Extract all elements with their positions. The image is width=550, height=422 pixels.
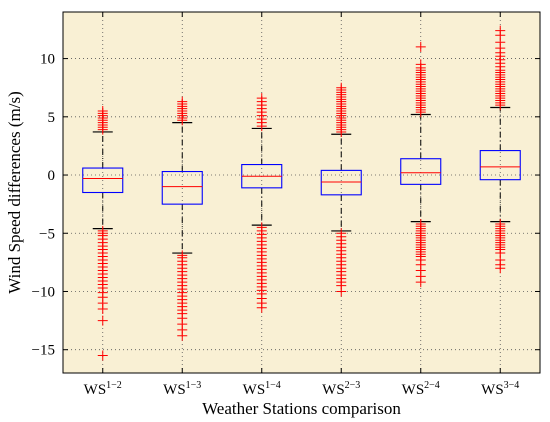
- outlier-marker: [256, 93, 267, 104]
- x-axis-label: Weather Stations comparison: [202, 399, 401, 418]
- x-tick-label: WS1−3: [163, 380, 201, 398]
- y-axis-label: Wind Speed differences (m/s): [5, 91, 24, 293]
- y-tick-label: 0: [48, 168, 56, 184]
- y-tick-label: 5: [48, 110, 56, 126]
- box-group: [400, 41, 442, 288]
- outlier-marker: [97, 315, 108, 326]
- plot-area: [63, 12, 540, 373]
- box-group: [241, 93, 283, 313]
- outlier-marker: [336, 286, 347, 297]
- outlier-marker: [177, 96, 188, 107]
- outlier-marker: [415, 59, 426, 70]
- outlier-marker: [415, 277, 426, 288]
- outlier-marker: [336, 82, 347, 93]
- outlier-marker: [97, 105, 108, 116]
- box-group: [82, 105, 124, 361]
- box-group: [161, 96, 203, 341]
- x-tick-label: WS2−4: [402, 380, 440, 398]
- box-iqr: [161, 170, 203, 205]
- y-tick-label: −15: [32, 343, 55, 359]
- x-tick-label: WS2−3: [322, 380, 360, 398]
- x-tick-label: WS3−4: [481, 380, 519, 398]
- y-tick-label: 10: [40, 52, 55, 68]
- outlier-marker: [415, 41, 426, 52]
- outlier-marker: [495, 25, 506, 36]
- outlier-marker: [97, 350, 108, 361]
- outlier-marker: [256, 302, 267, 313]
- y-tick-label: −10: [32, 284, 55, 300]
- box-marks: [82, 25, 521, 361]
- outlier-marker: [97, 303, 108, 314]
- x-tick-label: WS1−4: [243, 380, 281, 398]
- box-iqr: [82, 167, 124, 194]
- axis-ticks: −15 −10 −5 0 5 10 WS1−2 WS1−3 WS1−4 WS2−3 WS2−4 WS3…: [32, 12, 540, 398]
- box-group: [479, 25, 521, 274]
- x-tick-label: WS1−2: [84, 380, 122, 398]
- outlier-marker: [495, 263, 506, 274]
- y-tick-label: −5: [39, 226, 55, 242]
- outlier-marker: [177, 330, 188, 341]
- plot-frame: [62, 11, 541, 374]
- box-iqr: [400, 158, 442, 185]
- box-group: [320, 82, 362, 297]
- box-iqr: [479, 150, 521, 181]
- box-iqr: [320, 169, 362, 196]
